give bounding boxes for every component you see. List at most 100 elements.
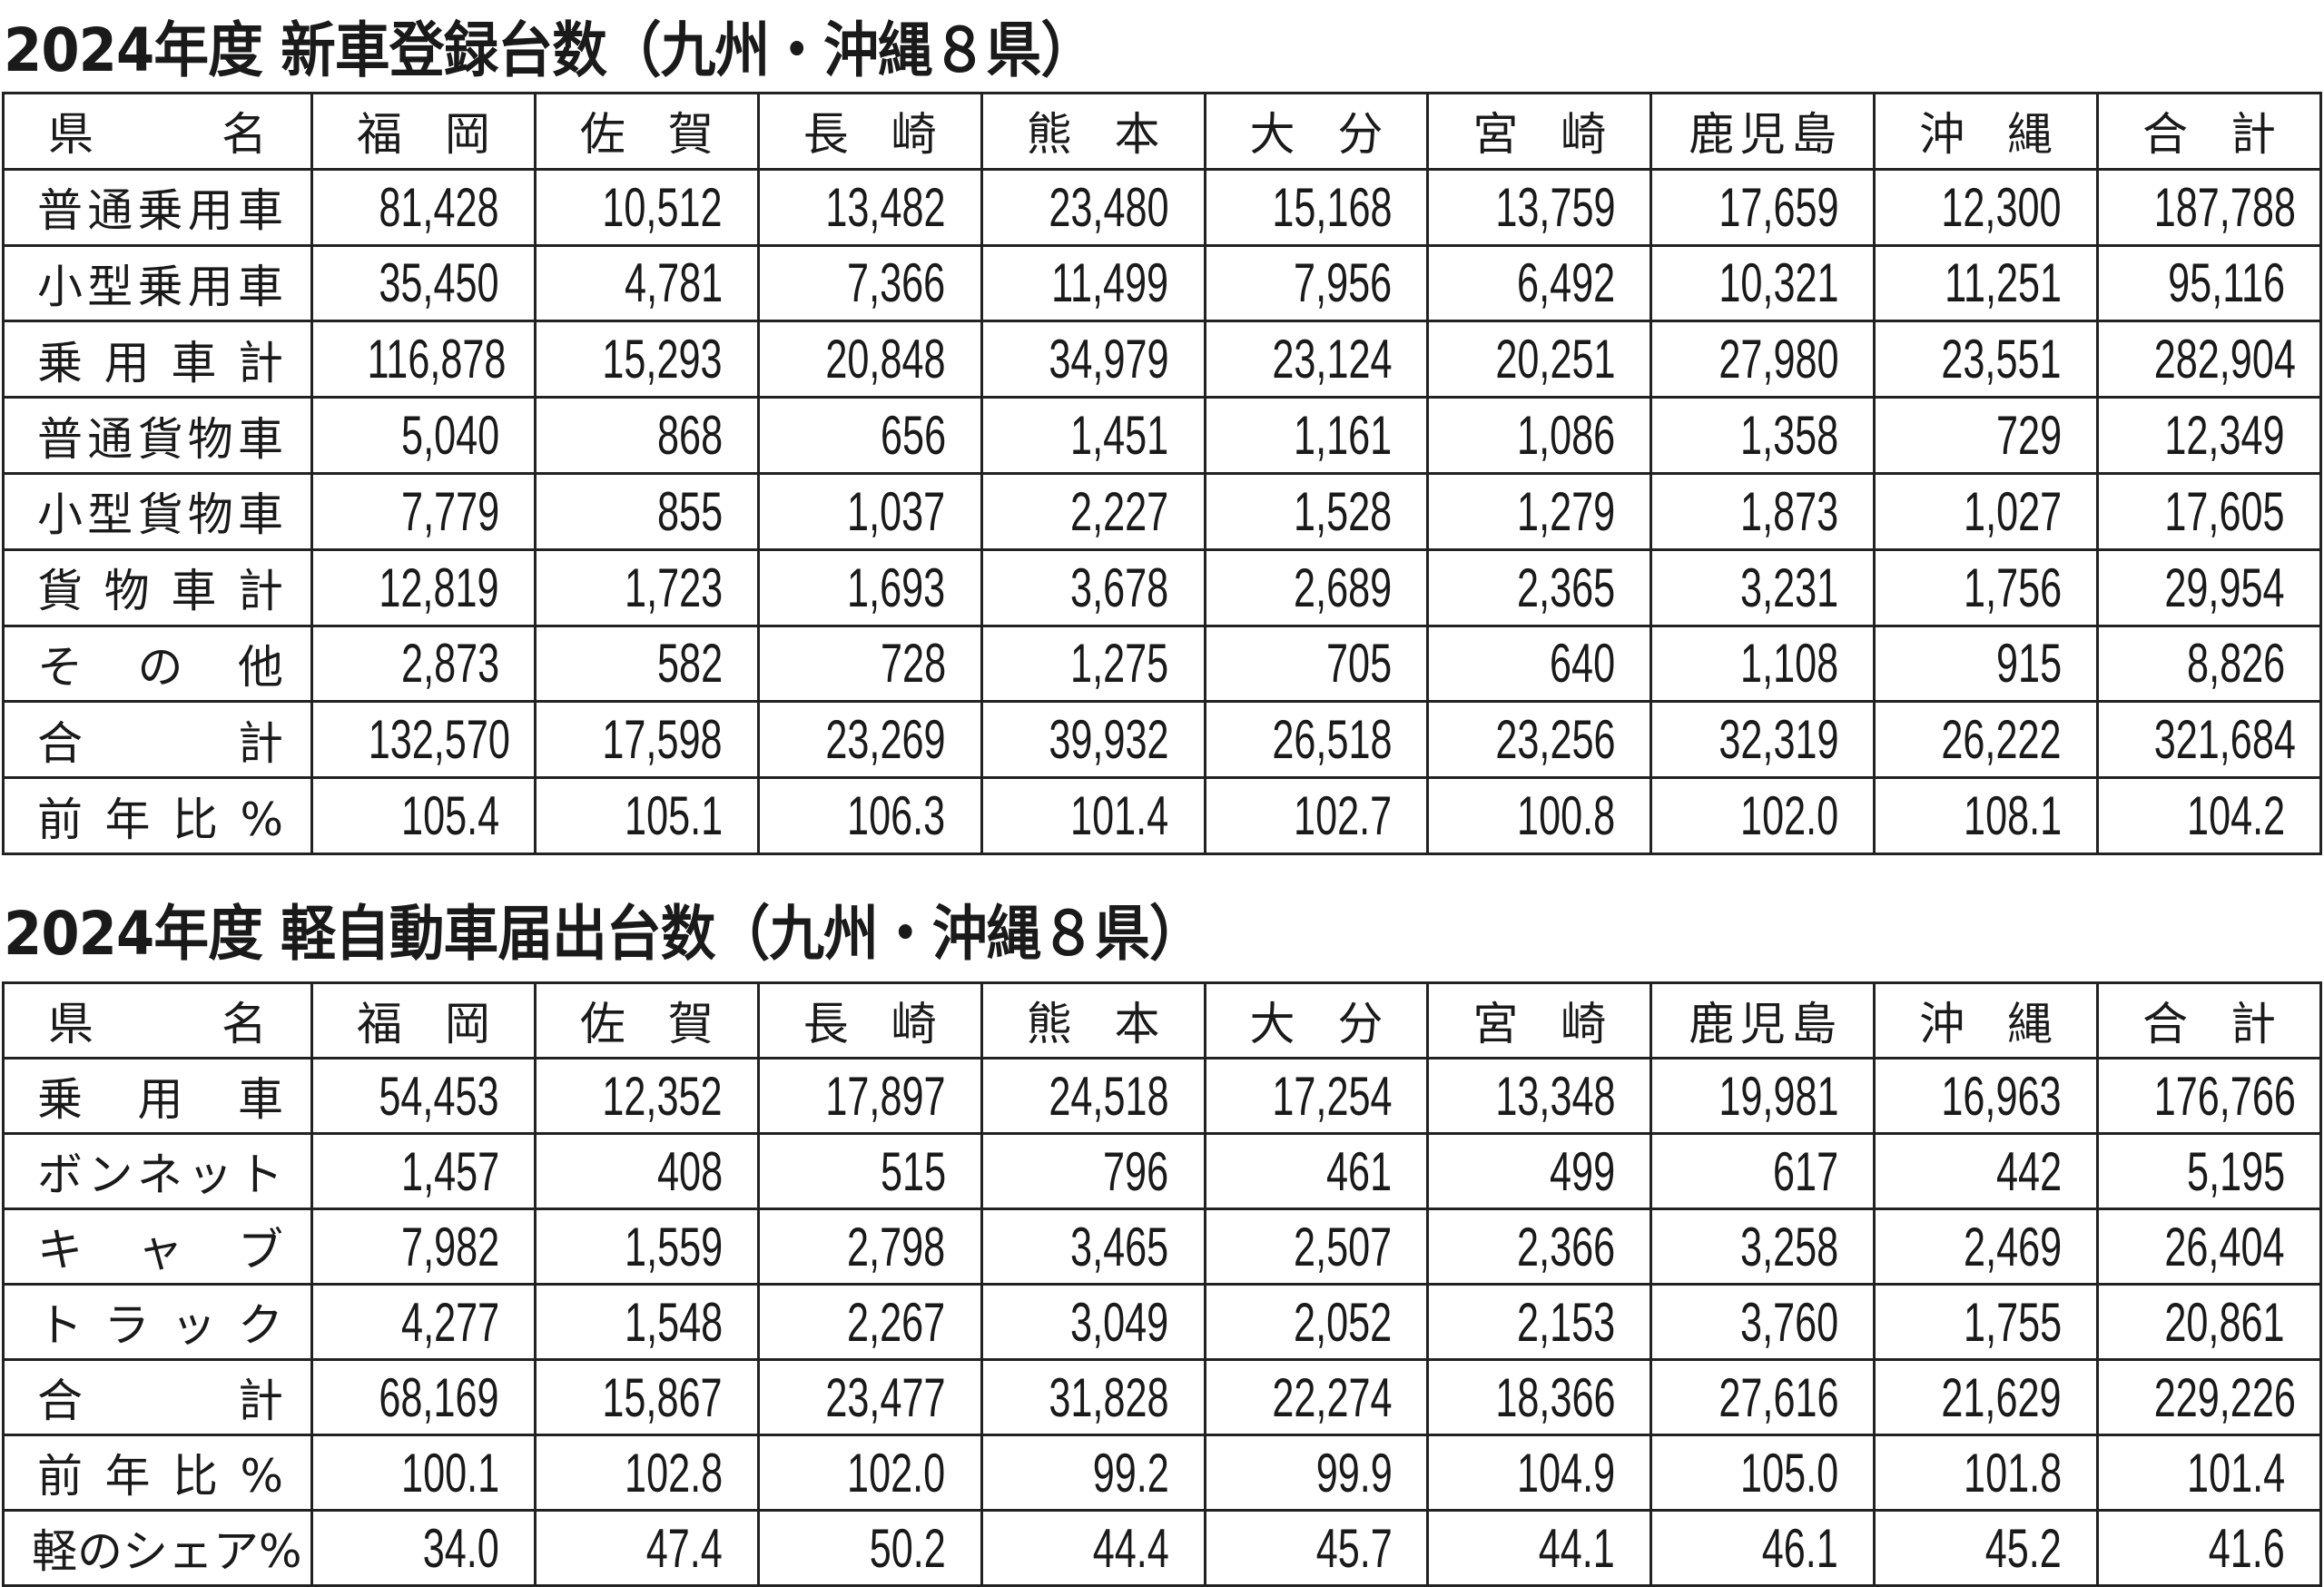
table-cell: 10,512 (533, 167, 760, 247)
table-cell: 515 (756, 1132, 983, 1210)
cell-value: 7,779 (400, 480, 499, 542)
table-cell: 105.1 (533, 776, 760, 855)
table-cell: 106.3 (756, 776, 983, 855)
table-cell: 19,981 (1649, 1057, 1876, 1135)
table-cell: 23,477 (756, 1358, 983, 1436)
table-cell: 1,279 (1426, 471, 1653, 551)
cell-value: 44.1 (1539, 1517, 1616, 1579)
column-header: 福岡 (310, 981, 537, 1060)
table-cell: 104.9 (1426, 1434, 1653, 1512)
cell-value: 728 (880, 633, 946, 695)
table-cell: 31,828 (980, 1358, 1206, 1436)
table-cell: 116,878 (310, 320, 537, 399)
cell-value: 54,453 (379, 1065, 499, 1127)
table-cell: 68,169 (310, 1358, 537, 1436)
cell-value: 13,348 (1495, 1065, 1616, 1127)
table-cell: 101.8 (1873, 1434, 2099, 1512)
table-cell: 3,049 (980, 1283, 1206, 1361)
column-header: 合計 (2096, 981, 2322, 1060)
cell-value: 101.4 (2186, 1442, 2285, 1503)
cell-value: 868 (656, 405, 723, 467)
table-cell: 3,231 (1649, 547, 1876, 627)
table-cell: 499 (1426, 1132, 1653, 1210)
cell-value: 101.4 (1070, 785, 1169, 847)
table-cell: 229,226 (2096, 1358, 2322, 1436)
table-cell: 1,873 (1649, 471, 1876, 551)
table-cell: 17,659 (1649, 167, 1876, 247)
cell-value: 187,788 (2153, 176, 2296, 238)
table-cell: 29,954 (2096, 547, 2322, 627)
column-header: 長崎 (756, 92, 983, 171)
table-cell: 176,766 (2096, 1057, 2322, 1135)
cell-value: 26,518 (1272, 709, 1393, 771)
column-header: 大分 (1203, 92, 1430, 171)
cell-value: 2,267 (847, 1291, 946, 1353)
table-cell: 22,274 (1203, 1358, 1430, 1436)
cell-value: 7,982 (400, 1216, 499, 1277)
cell-value: 1,755 (1963, 1291, 2062, 1353)
cell-value: 47.4 (645, 1517, 723, 1579)
table-cell: 7,956 (1203, 243, 1430, 323)
table-row: 乗用車計 116,878 15,293 20,848 34,979 23,124 20,25… (2, 320, 2322, 399)
table-cell: 32,319 (1649, 700, 1876, 780)
cell-value: 132,570 (368, 709, 510, 771)
cell-value: 282,904 (2153, 329, 2296, 390)
cell-value: 2,366 (1517, 1216, 1616, 1277)
table-cell: 321,684 (2096, 700, 2322, 780)
column-header-prefecture: 県名 (2, 92, 313, 171)
cell-value: 6,492 (1517, 252, 1616, 314)
cell-value: 106.3 (847, 785, 946, 847)
cell-value: 12,352 (602, 1065, 723, 1127)
cell-value: 1,723 (624, 557, 723, 618)
cell-value: 176,766 (2153, 1065, 2296, 1127)
light-vehicle-registration-table: 県名 福岡 佐賀 長崎 熊本 大分 宮崎 鹿児島 沖縄 合計 乗用車 54,453 12,352 17,8… (2, 981, 2322, 1587)
table-cell: 855 (533, 471, 760, 551)
table-cell: 282,904 (2096, 320, 2322, 399)
cell-value: 515 (880, 1140, 946, 1202)
cell-value: 23,477 (825, 1366, 946, 1428)
table-cell: 11,499 (980, 243, 1206, 323)
row-label: 合計 (2, 1358, 313, 1436)
table-cell: 442 (1873, 1132, 2099, 1210)
table-cell: 2,689 (1203, 547, 1430, 627)
cell-value: 104.2 (2186, 785, 2285, 847)
cell-value: 656 (880, 405, 946, 467)
cell-value: 23,124 (1272, 329, 1393, 390)
cell-value: 26,404 (2164, 1216, 2285, 1277)
cell-value: 108.1 (1963, 785, 2062, 847)
table-cell: 1,755 (1873, 1283, 2099, 1361)
cell-value: 13,482 (825, 176, 946, 238)
table-cell: 868 (533, 396, 760, 475)
table-cell: 187,788 (2096, 167, 2322, 247)
table-cell: 20,848 (756, 320, 983, 399)
cell-value: 4,781 (624, 252, 723, 314)
table-cell: 45.2 (1873, 1509, 2099, 1587)
new-car-registration-table: 県名 福岡 佐賀 長崎 熊本 大分 宮崎 鹿児島 沖縄 合計 普通乗用車 81,428 10,512 13… (2, 92, 2322, 855)
cell-value: 15,293 (602, 329, 723, 390)
table-cell: 4,277 (310, 1283, 537, 1361)
table-cell: 6,492 (1426, 243, 1653, 323)
cell-value: 12,819 (379, 557, 499, 618)
cell-value: 1,086 (1517, 405, 1616, 467)
table-cell: 105.0 (1649, 1434, 1876, 1512)
table-cell: 640 (1426, 624, 1653, 704)
column-header-prefecture: 県名 (2, 981, 313, 1060)
cell-value: 10,321 (1718, 252, 1839, 314)
cell-value: 46.1 (1762, 1517, 1839, 1579)
cell-value: 1,756 (1963, 557, 2062, 618)
cell-value: 1,027 (1963, 480, 2062, 542)
row-label: 乗用車 (2, 1057, 313, 1135)
cell-value: 1,873 (1740, 480, 1839, 542)
table-cell: 11,251 (1873, 243, 2099, 323)
cell-value: 3,231 (1740, 557, 1839, 618)
table-cell: 101.4 (980, 776, 1206, 855)
table-cell: 796 (980, 1132, 1206, 1210)
table-cell: 3,465 (980, 1208, 1206, 1286)
column-header: 福岡 (310, 92, 537, 171)
table-row: 普通乗用車 81,428 10,512 13,482 23,480 15,168 13,75… (2, 167, 2322, 247)
cell-value: 102.7 (1294, 785, 1393, 847)
table-cell: 408 (533, 1132, 760, 1210)
table-cell: 102.8 (533, 1434, 760, 1512)
table-cell: 15,293 (533, 320, 760, 399)
cell-value: 116,878 (367, 329, 507, 390)
